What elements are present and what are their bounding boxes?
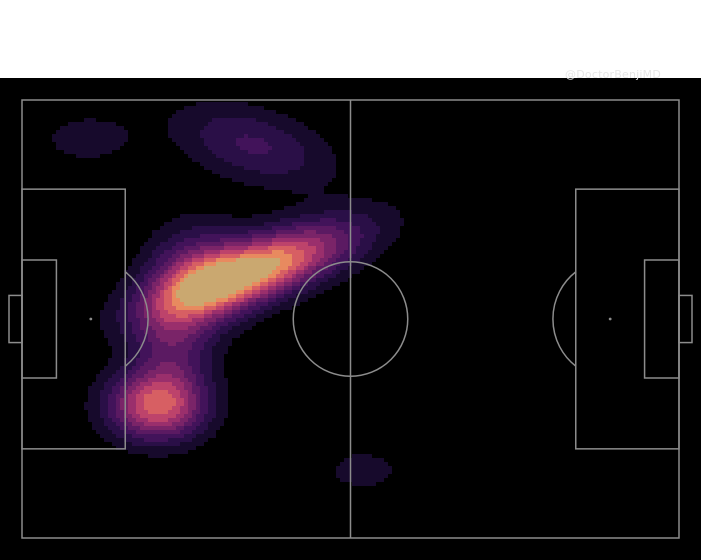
- left-goal: [8, 294, 23, 344]
- left-six-yard-box: [21, 259, 58, 379]
- density-level-10: [176, 258, 280, 306]
- density-level-5: [120, 230, 336, 430]
- density-level-6: [128, 238, 324, 426]
- credit-text: @DoctorBenjiMD: [565, 68, 661, 81]
- left-penalty-arc: [124, 271, 149, 367]
- right-penalty-spot: [608, 317, 612, 321]
- right-six-yard-box: [643, 259, 680, 379]
- right-goal: [678, 294, 693, 344]
- density-layer: [52, 102, 404, 486]
- centre-circle: [292, 260, 409, 378]
- density-level-8: [144, 246, 304, 414]
- density-level-1: [52, 102, 404, 486]
- right-penalty-arc: [552, 271, 577, 367]
- header-band: [0, 0, 701, 78]
- pitch-markings: [8, 99, 693, 539]
- left-penalty-spot: [89, 317, 93, 321]
- right-penalty-area: [575, 188, 680, 450]
- density-level-2: [100, 118, 380, 446]
